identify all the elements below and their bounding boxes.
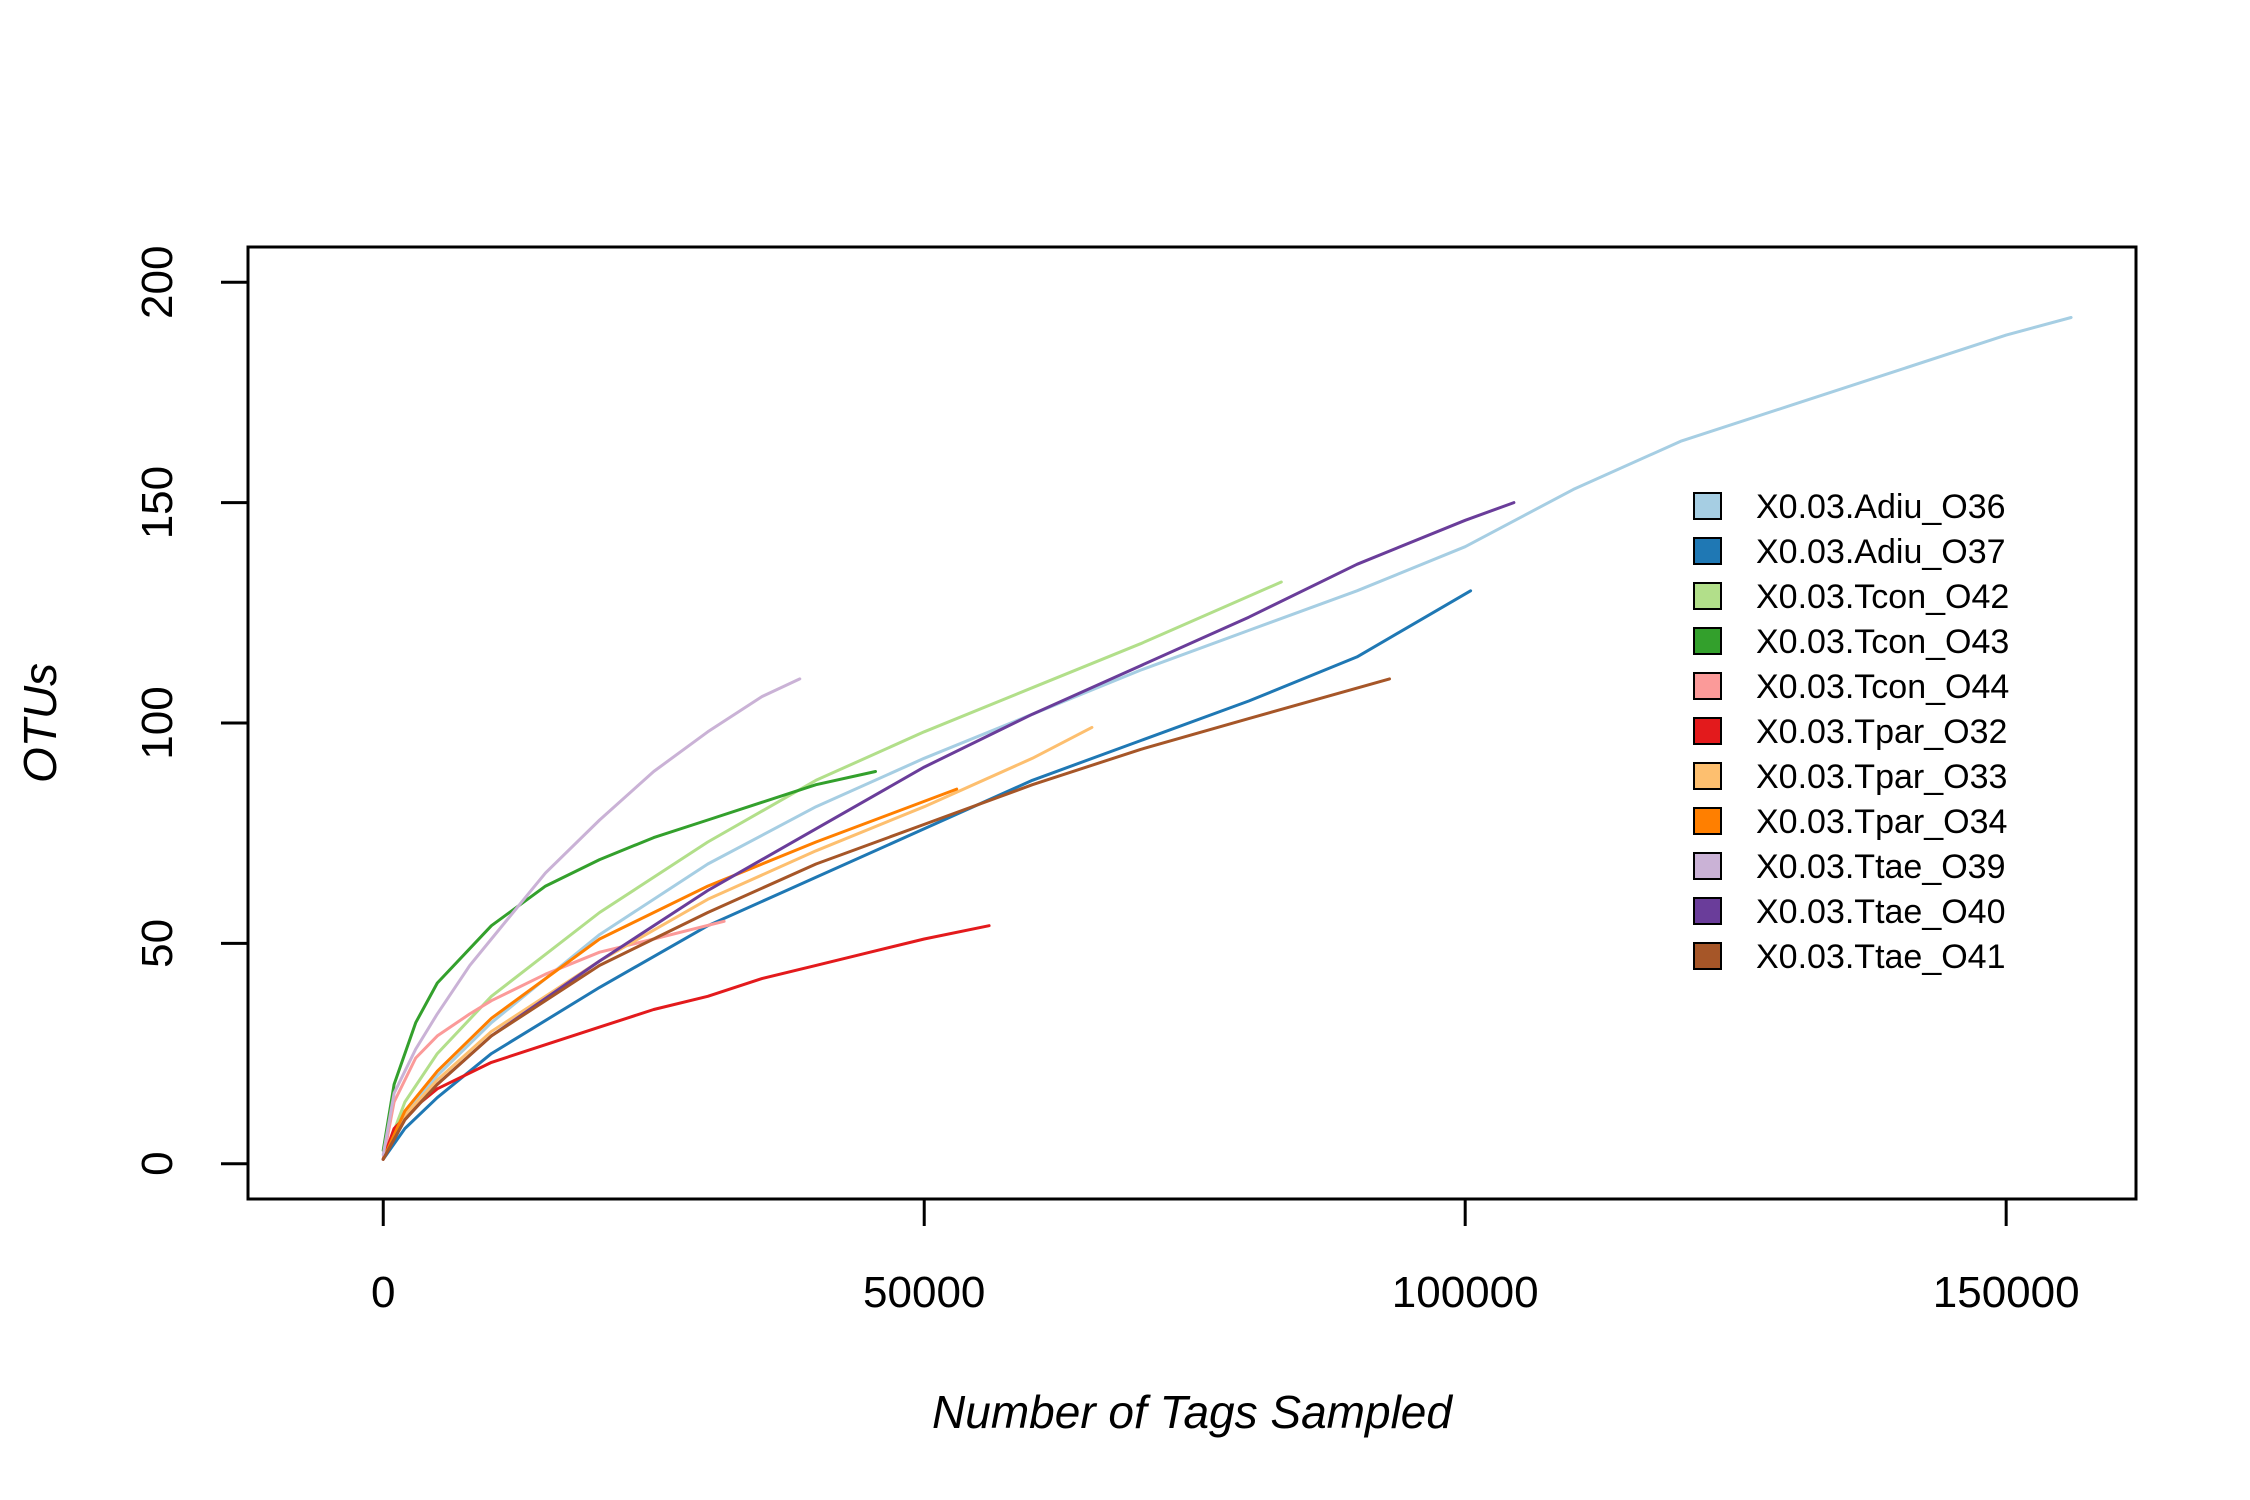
legend: X0.03.Adiu_O36 X0.03.Adiu_O37 X0.03.Tcon_O… bbox=[1693, 488, 2009, 976]
y-axis: 0 50 100 150 200 bbox=[133, 246, 250, 1176]
x-tick-label: 100000 bbox=[1392, 1268, 1539, 1317]
series-line-X0.03.Adiu_O36 bbox=[381, 316, 2073, 1161]
legend-label-X0.03.Tcon_O42: X0.03.Tcon_O42 bbox=[1756, 578, 2009, 616]
y-tick-label: 200 bbox=[133, 246, 182, 319]
legend-label-X0.03.Ttae_O41: X0.03.Ttae_O41 bbox=[1756, 938, 2006, 976]
legend-label-X0.03.Adiu_O37: X0.03.Adiu_O37 bbox=[1756, 533, 2006, 571]
series-line-X0.03.Tcon_O43 bbox=[381, 770, 877, 1152]
legend-label-X0.03.Tcon_O43: X0.03.Tcon_O43 bbox=[1756, 623, 2009, 661]
legend-swatch-X0.03.Adiu_O37 bbox=[1693, 537, 1722, 565]
y-tick-label: 150 bbox=[133, 466, 182, 539]
series-line-X0.03.Tcon_O42 bbox=[381, 580, 1283, 1161]
x-axis-label: Number of Tags Sampled bbox=[932, 1386, 1453, 1438]
series-line-X0.03.Tpar_O33 bbox=[381, 725, 1094, 1161]
legend-label-X0.03.Tpar_O34: X0.03.Tpar_O34 bbox=[1756, 803, 2007, 841]
y-tick-label: 100 bbox=[133, 686, 182, 759]
legend-label-X0.03.Tpar_O32: X0.03.Tpar_O32 bbox=[1756, 713, 2007, 751]
legend-label-X0.03.Adiu_O36: X0.03.Adiu_O36 bbox=[1756, 488, 2006, 526]
legend-swatch-X0.03.Tpar_O34 bbox=[1693, 807, 1722, 835]
legend-swatch-X0.03.Tcon_O42 bbox=[1693, 582, 1722, 610]
x-tick-label: 50000 bbox=[863, 1268, 985, 1317]
series-line-X0.03.Tpar_O34 bbox=[381, 787, 959, 1161]
legend-swatch-X0.03.Adiu_O36 bbox=[1693, 492, 1722, 520]
x-tick-label: 150000 bbox=[1933, 1268, 2080, 1317]
x-tick-label: 0 bbox=[371, 1268, 395, 1317]
legend-swatch-X0.03.Tcon_O44 bbox=[1693, 672, 1722, 700]
y-tick-label: 0 bbox=[133, 1151, 182, 1175]
legend-swatch-X0.03.Tcon_O43 bbox=[1693, 627, 1722, 655]
legend-swatch-X0.03.Tpar_O32 bbox=[1693, 717, 1722, 745]
legend-swatch-X0.03.Ttae_O40 bbox=[1693, 897, 1722, 925]
legend-label-X0.03.Ttae_O39: X0.03.Ttae_O39 bbox=[1756, 848, 2006, 886]
legend-swatch-X0.03.Tpar_O33 bbox=[1693, 762, 1722, 790]
series-line-X0.03.Ttae_O39 bbox=[381, 677, 802, 1157]
series-line-X0.03.Ttae_O41 bbox=[381, 677, 1391, 1161]
legend-label-X0.03.Tcon_O44: X0.03.Tcon_O44 bbox=[1756, 668, 2009, 706]
y-tick-label: 50 bbox=[133, 919, 182, 968]
legend-swatch-X0.03.Ttae_O41 bbox=[1693, 942, 1722, 970]
legend-label-X0.03.Ttae_O40: X0.03.Ttae_O40 bbox=[1756, 893, 2006, 931]
legend-label-X0.03.Tpar_O33: X0.03.Tpar_O33 bbox=[1756, 758, 2007, 796]
series-layer bbox=[381, 316, 2073, 1161]
x-axis: 0 50000 100000 150000 bbox=[371, 1197, 2080, 1317]
legend-swatch-X0.03.Ttae_O39 bbox=[1693, 852, 1722, 880]
y-axis-label: OTUs bbox=[14, 663, 66, 783]
series-line-X0.03.Adiu_O37 bbox=[381, 589, 1473, 1161]
